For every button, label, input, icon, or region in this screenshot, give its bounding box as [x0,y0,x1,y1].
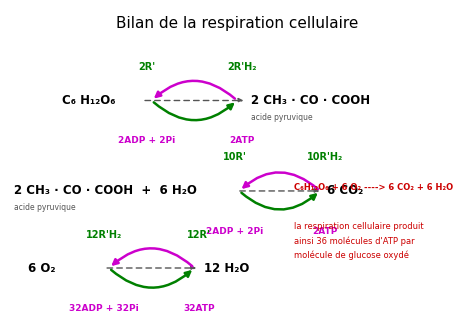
Text: 10R'H₂: 10R'H₂ [307,152,343,162]
Text: 12R'H₂: 12R'H₂ [86,229,122,240]
Text: 2R'H₂: 2R'H₂ [227,62,256,72]
Text: Bilan de la respiration cellulaire: Bilan de la respiration cellulaire [116,16,358,31]
Text: C₆H₁₂O₆ + 6 O₂ ----> 6 CO₂ + 6 H₂O: C₆H₁₂O₆ + 6 O₂ ----> 6 CO₂ + 6 H₂O [294,183,453,192]
Text: 6 O₂: 6 O₂ [28,262,56,274]
Text: acide pyruvique: acide pyruvique [251,113,313,122]
Text: 2 CH₃ · CO · COOH: 2 CH₃ · CO · COOH [251,94,370,107]
Text: 2ADP + 2Pi: 2ADP + 2Pi [118,136,175,145]
Text: 6 CO₂: 6 CO₂ [327,185,363,197]
Text: 32ATP: 32ATP [183,304,215,313]
Text: la respiration cellulaire produit
ainsi 36 molécules d'ATP par
molécule de gluco: la respiration cellulaire produit ainsi … [294,222,423,260]
Text: C₆ H₁₂O₆: C₆ H₁₂O₆ [62,94,115,107]
Text: 10R': 10R' [223,152,246,162]
Text: 2R': 2R' [138,62,155,72]
Text: 2ATP: 2ATP [229,136,255,145]
Text: 2 CH₃ · CO · COOH  +  6 H₂O: 2 CH₃ · CO · COOH + 6 H₂O [14,185,197,197]
Text: 2ADP + 2Pi: 2ADP + 2Pi [206,227,263,236]
Text: 12R': 12R' [187,229,211,240]
Text: acide pyruvique: acide pyruvique [14,203,76,212]
Text: 2ATP: 2ATP [312,227,337,236]
Text: 32ADP + 32Pi: 32ADP + 32Pi [69,304,139,313]
Text: 12 H₂O: 12 H₂O [204,262,249,274]
